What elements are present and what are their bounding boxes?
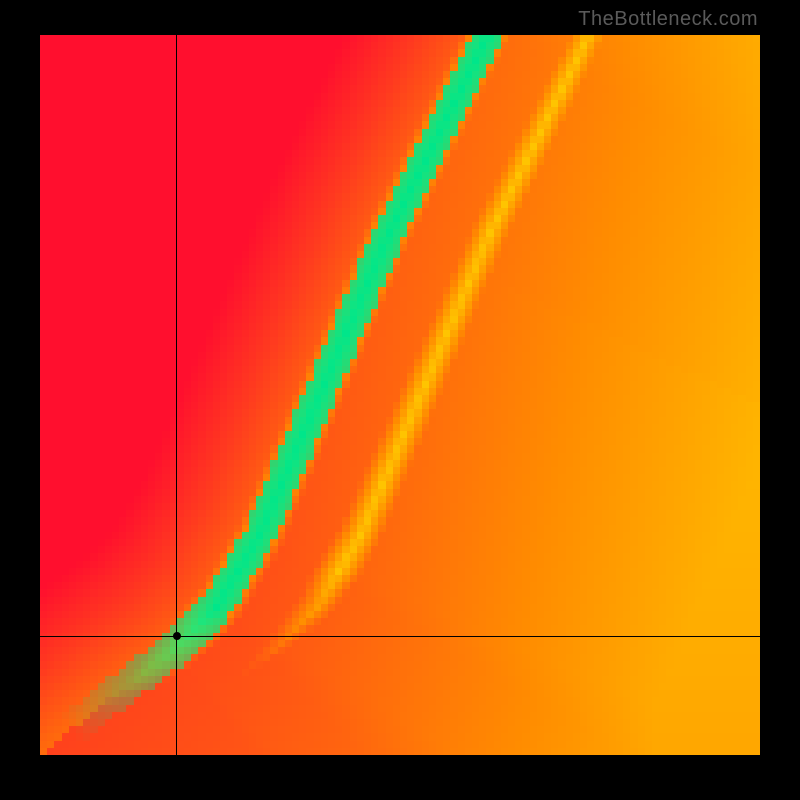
crosshair-vertical — [176, 35, 177, 755]
watermark-text: TheBottleneck.com — [578, 8, 758, 31]
bottleneck-heatmap — [40, 35, 760, 755]
chart-container: { "meta": { "watermark_text": "TheBottle… — [0, 0, 800, 800]
crosshair-horizontal — [40, 636, 760, 637]
crosshair-marker-dot — [173, 632, 181, 640]
